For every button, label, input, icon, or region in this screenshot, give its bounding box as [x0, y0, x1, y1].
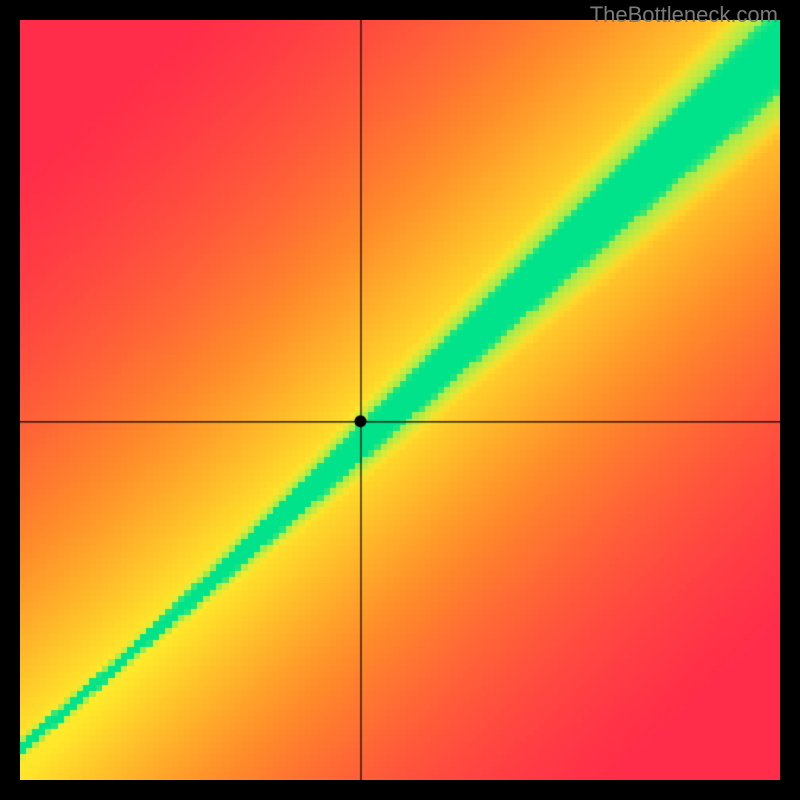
watermark-text: TheBottleneck.com	[590, 2, 778, 28]
chart-container: TheBottleneck.com	[0, 0, 800, 800]
bottleneck-heatmap	[20, 20, 780, 780]
